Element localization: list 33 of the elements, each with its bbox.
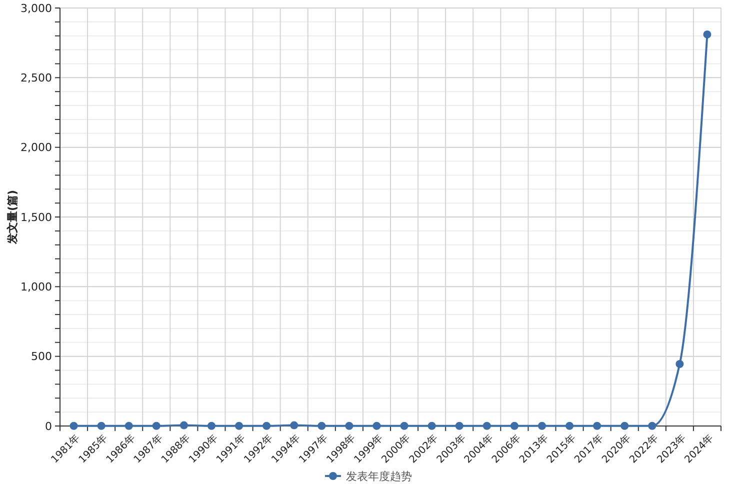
point (566, 422, 574, 430)
point (235, 422, 244, 430)
point (455, 422, 464, 430)
point (372, 422, 381, 430)
point (703, 30, 712, 38)
point (318, 422, 326, 430)
point (290, 421, 298, 430)
point (428, 422, 436, 430)
y-tick-label: 0 (45, 420, 52, 433)
legend-label: 发表年度趋势 (346, 470, 412, 483)
y-tick-label: 500 (31, 350, 52, 364)
point (180, 421, 188, 430)
point (97, 422, 106, 430)
point (676, 360, 684, 368)
y-tick-label: 2,500 (20, 72, 52, 85)
point (152, 422, 160, 430)
point (648, 422, 656, 430)
y-tick-label: 1,000 (20, 280, 52, 294)
y-tick-label: 2,000 (20, 141, 52, 154)
point (510, 422, 518, 430)
point (620, 422, 629, 430)
y-axis-title: 发文量(篇) (6, 190, 19, 246)
y-tick-label: 1,500 (20, 210, 52, 224)
point (207, 422, 216, 430)
point (262, 422, 271, 430)
point (538, 422, 546, 430)
point (593, 422, 602, 430)
point (124, 422, 133, 430)
point (70, 422, 78, 430)
y-tick-label: 3,000 (20, 2, 52, 15)
point (345, 422, 354, 430)
point (400, 422, 408, 430)
point (482, 422, 491, 430)
